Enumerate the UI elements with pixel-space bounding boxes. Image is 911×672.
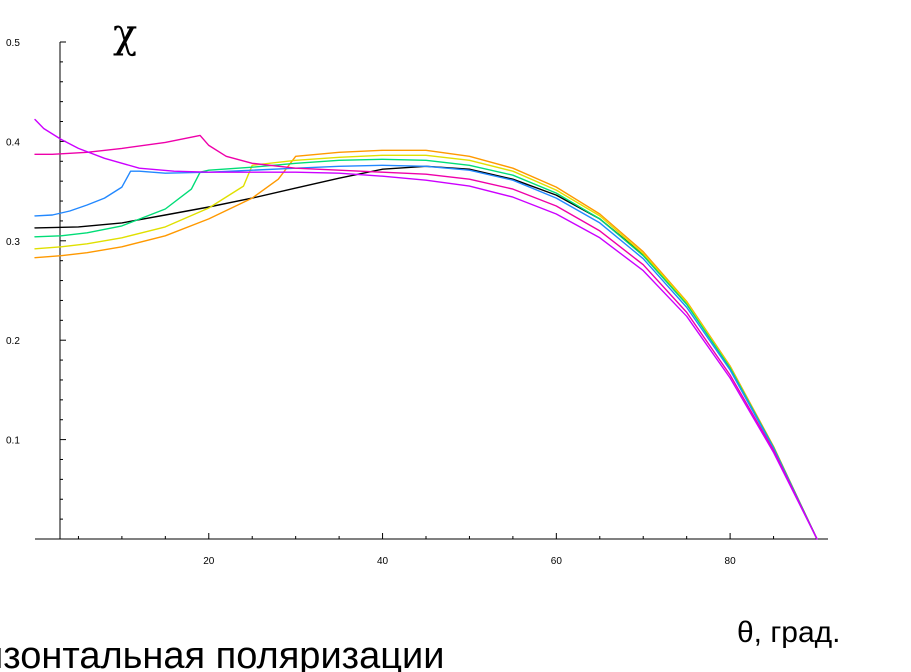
x-tick-label: 60 xyxy=(551,556,563,567)
y-tick-label: 0.1 xyxy=(6,436,20,447)
x-axis-label: θ, град. xyxy=(737,616,841,649)
series-line-1 xyxy=(34,165,818,540)
ticks: 20 40 60 80 0.1 0.2 0.3 0.4 0.5 xyxy=(6,38,775,567)
series-line-6 xyxy=(34,134,818,540)
y-tick-label: 0.3 xyxy=(6,237,20,248)
y-tick-label: 0.2 xyxy=(6,336,20,347)
y-tick-label: 0.4 xyxy=(6,137,20,148)
series-line-4 xyxy=(34,158,818,540)
x-tick-label: 80 xyxy=(725,556,737,567)
series-lines xyxy=(34,118,818,540)
y-axis-label: χ xyxy=(113,11,137,57)
series-line-2 xyxy=(34,149,818,540)
y-tick-label: 0.5 xyxy=(6,38,20,49)
axes xyxy=(35,42,828,540)
caption-text: изонтальная поляризации xyxy=(0,635,444,672)
series-line-5 xyxy=(34,164,818,540)
x-tick-label: 20 xyxy=(203,556,215,567)
series-line-3 xyxy=(34,154,818,540)
series-line-7 xyxy=(34,118,818,540)
x-tick-label: 40 xyxy=(377,556,389,567)
